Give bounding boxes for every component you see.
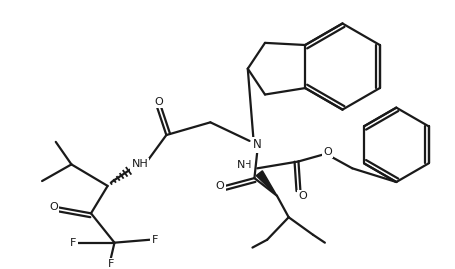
Text: O: O (154, 97, 162, 107)
Text: O: O (215, 181, 224, 191)
Text: F: F (70, 238, 76, 248)
Text: F: F (107, 259, 113, 269)
Text: N: N (236, 160, 244, 170)
Text: NH: NH (131, 160, 148, 169)
Text: O: O (323, 147, 331, 157)
Text: N: N (253, 138, 261, 151)
Text: F: F (151, 235, 157, 245)
Polygon shape (256, 171, 276, 196)
Text: H: H (243, 160, 251, 170)
Text: O: O (297, 191, 306, 201)
Text: O: O (49, 203, 58, 213)
